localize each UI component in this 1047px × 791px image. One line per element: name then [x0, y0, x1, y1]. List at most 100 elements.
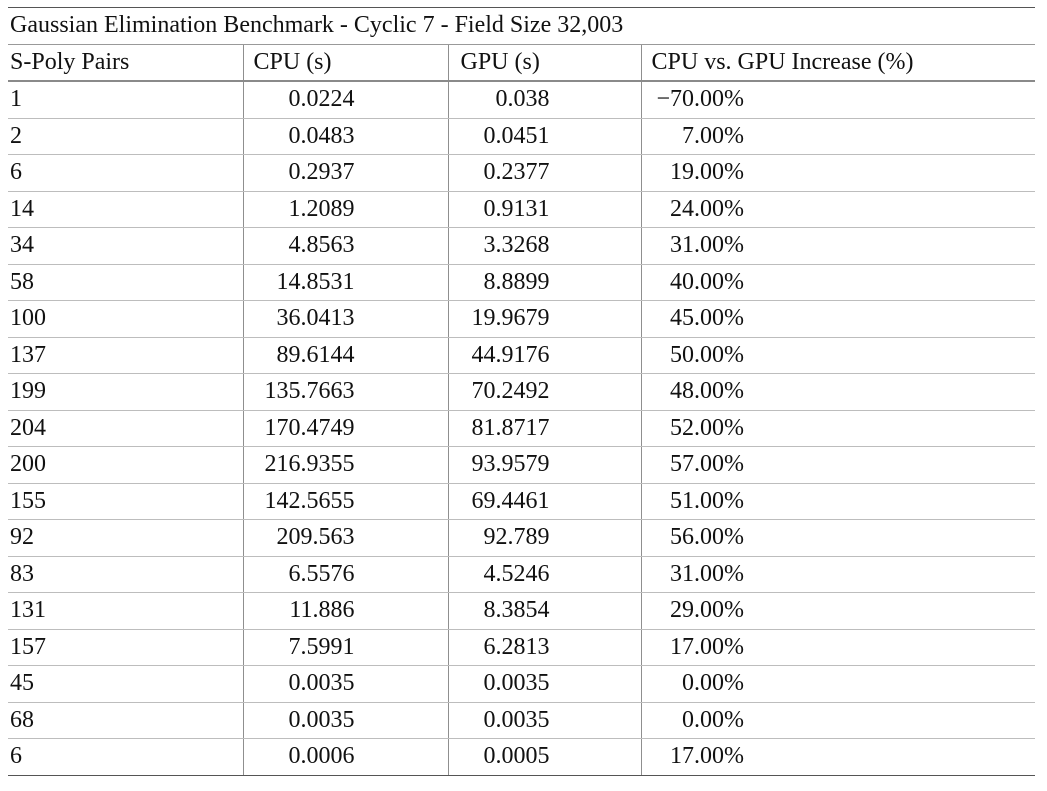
cell-cpu-seconds: 0.0483	[242, 118, 448, 155]
cell-increase-percent: 31.00%	[640, 227, 1036, 265]
cell-cpu-seconds: 0.0224	[242, 81, 448, 119]
cell-cpu-seconds: 6.5576	[242, 556, 448, 593]
cell-spoly-pairs: 6	[8, 738, 243, 776]
table-row: 157 7.5991 6.2813 17.00%	[8, 629, 1036, 666]
table-row: 83 6.5576 4.5246 31.00%	[8, 556, 1036, 593]
cell-increase-percent: 19.00%	[640, 154, 1036, 192]
table-header-row: S-Poly Pairs CPU (s) GPU (s) CPU vs. GPU…	[8, 43, 1036, 82]
cell-spoly-pairs: 200	[8, 446, 243, 484]
cell-increase-percent: 52.00%	[640, 410, 1036, 447]
cell-cpu-seconds: 7.5991	[242, 629, 448, 666]
cell-increase-percent: 7.00%	[640, 118, 1036, 155]
cell-increase-percent: 31.00%	[640, 556, 1036, 593]
cell-spoly-pairs: 92	[8, 519, 243, 557]
cell-cpu-seconds: 36.0413	[242, 300, 448, 338]
cell-cpu-seconds: 0.2937	[242, 154, 448, 192]
cell-increase-percent: 51.00%	[640, 483, 1036, 520]
table-row: 45 0.0035 0.0035 0.00%	[8, 665, 1036, 703]
cell-gpu-seconds: 3.3268	[447, 227, 641, 265]
cell-spoly-pairs: 58	[8, 264, 243, 301]
cell-gpu-seconds: 92.789	[447, 519, 641, 557]
cell-gpu-seconds: 0.038	[447, 81, 641, 119]
cell-cpu-seconds: 0.0035	[242, 665, 448, 703]
cell-increase-percent: 45.00%	[640, 300, 1036, 338]
cell-cpu-seconds: 0.0035	[242, 702, 448, 739]
cell-gpu-seconds: 0.9131	[447, 191, 641, 228]
table-row: 58 14.8531 8.8899 40.00%	[8, 264, 1036, 301]
cell-spoly-pairs: 137	[8, 337, 243, 374]
table-row: 131 11.886 8.3854 29.00%	[8, 592, 1036, 630]
cell-increase-percent: −70.00%	[640, 81, 1036, 119]
column-header-cpu: CPU (s)	[242, 43, 448, 82]
table-body: 1 0.0224 0.038 −70.00% 2 0.0483 0.0451 7.00% 6 0.…	[8, 81, 1036, 776]
table-row: 34 4.8563 3.3268 31.00%	[8, 227, 1036, 265]
cell-spoly-pairs: 155	[8, 483, 243, 520]
cell-gpu-seconds: 93.9579	[447, 446, 641, 484]
table-row: 68 0.0035 0.0035 0.00%	[8, 702, 1036, 739]
table-row: 6 0.2937 0.2377 19.00%	[8, 154, 1036, 192]
cell-cpu-seconds: 11.886	[242, 592, 448, 630]
table-row: 2 0.0483 0.0451 7.00%	[8, 118, 1036, 155]
column-header-gpu: GPU (s)	[447, 43, 641, 82]
cell-gpu-seconds: 4.5246	[447, 556, 641, 593]
cell-gpu-seconds: 69.4461	[447, 483, 641, 520]
cell-spoly-pairs: 100	[8, 300, 243, 338]
cell-cpu-seconds: 170.4749	[242, 410, 448, 447]
table-row: 100 36.0413 19.9679 45.00%	[8, 300, 1036, 338]
benchmark-table: Gaussian Elimination Benchmark - Cyclic …	[8, 7, 1036, 776]
cell-increase-percent: 48.00%	[640, 373, 1036, 411]
cell-spoly-pairs: 68	[8, 702, 243, 739]
cell-increase-percent: 40.00%	[640, 264, 1036, 301]
cell-cpu-seconds: 4.8563	[242, 227, 448, 265]
cell-spoly-pairs: 34	[8, 227, 243, 265]
cell-gpu-seconds: 6.2813	[447, 629, 641, 666]
cell-spoly-pairs: 199	[8, 373, 243, 411]
table-row: 199 135.7663 70.2492 48.00%	[8, 373, 1036, 411]
cell-spoly-pairs: 6	[8, 154, 243, 192]
table-row: 204 170.4749 81.8717 52.00%	[8, 410, 1036, 447]
cell-cpu-seconds: 89.6144	[242, 337, 448, 374]
cell-gpu-seconds: 8.8899	[447, 264, 641, 301]
cell-cpu-seconds: 135.7663	[242, 373, 448, 411]
cell-gpu-seconds: 81.8717	[447, 410, 641, 447]
cell-increase-percent: 29.00%	[640, 592, 1036, 630]
cell-gpu-seconds: 0.2377	[447, 154, 641, 192]
table-row: 137 89.6144 44.9176 50.00%	[8, 337, 1036, 374]
cell-gpu-seconds: 70.2492	[447, 373, 641, 411]
table-row: 200 216.9355 93.9579 57.00%	[8, 446, 1036, 484]
cell-increase-percent: 24.00%	[640, 191, 1036, 228]
cell-cpu-seconds: 0.0006	[242, 738, 448, 776]
table-row: 155 142.5655 69.4461 51.00%	[8, 483, 1036, 520]
cell-gpu-seconds: 0.0451	[447, 118, 641, 155]
cell-cpu-seconds: 142.5655	[242, 483, 448, 520]
cell-spoly-pairs: 2	[8, 118, 243, 155]
cell-increase-percent: 0.00%	[640, 665, 1036, 703]
table-title-row: Gaussian Elimination Benchmark - Cyclic …	[8, 7, 1036, 44]
cell-increase-percent: 17.00%	[640, 629, 1036, 666]
column-header-spoly-pairs: S-Poly Pairs	[8, 43, 243, 82]
cell-gpu-seconds: 8.3854	[447, 592, 641, 630]
cell-increase-percent: 56.00%	[640, 519, 1036, 557]
cell-spoly-pairs: 131	[8, 592, 243, 630]
cell-cpu-seconds: 1.2089	[242, 191, 448, 228]
cell-spoly-pairs: 14	[8, 191, 243, 228]
cell-gpu-seconds: 44.9176	[447, 337, 641, 374]
cell-spoly-pairs: 157	[8, 629, 243, 666]
cell-spoly-pairs: 83	[8, 556, 243, 593]
cell-spoly-pairs: 1	[8, 81, 243, 119]
cell-cpu-seconds: 209.563	[242, 519, 448, 557]
table-row: 14 1.2089 0.9131 24.00%	[8, 191, 1036, 228]
cell-gpu-seconds: 0.0005	[447, 738, 641, 776]
cell-spoly-pairs: 45	[8, 665, 243, 703]
column-header-increase: CPU vs. GPU Increase (%)	[640, 43, 1036, 82]
cell-increase-percent: 57.00%	[640, 446, 1036, 484]
table-row: 1 0.0224 0.038 −70.00%	[8, 81, 1036, 119]
cell-gpu-seconds: 19.9679	[447, 300, 641, 338]
benchmark-table-container: Gaussian Elimination Benchmark - Cyclic …	[8, 7, 1036, 776]
table-title: Gaussian Elimination Benchmark - Cyclic …	[8, 7, 1036, 44]
cell-spoly-pairs: 204	[8, 410, 243, 447]
cell-gpu-seconds: 0.0035	[447, 702, 641, 739]
cell-increase-percent: 0.00%	[640, 702, 1036, 739]
table-row: 6 0.0006 0.0005 17.00%	[8, 738, 1036, 776]
cell-cpu-seconds: 14.8531	[242, 264, 448, 301]
